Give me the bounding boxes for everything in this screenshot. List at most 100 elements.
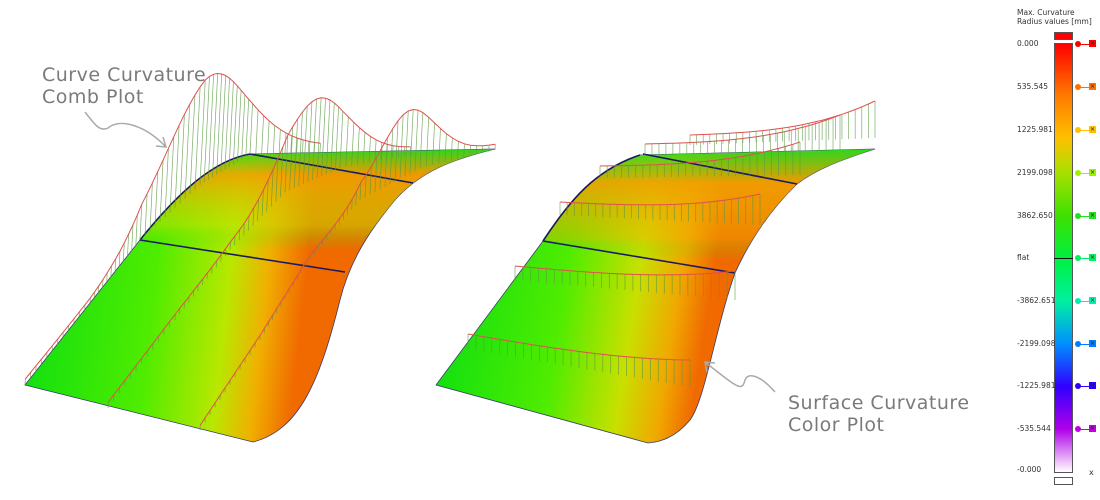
comb-hatch-line — [266, 179, 269, 212]
handle-line — [1080, 300, 1090, 302]
comb-hatch-line — [321, 98, 326, 177]
handle-dot-icon — [1075, 341, 1081, 347]
legend-title: Max. Curvature Radius values [mm] — [1017, 8, 1092, 26]
comb-hatch-line — [339, 111, 344, 169]
right-curvature-combs — [467, 100, 876, 387]
comb-envelope — [599, 141, 801, 167]
comb-hatch-line — [278, 129, 281, 154]
comb-envelope — [199, 108, 496, 426]
comb-envelope — [689, 100, 876, 136]
handle-line — [1080, 257, 1090, 259]
handle-dot-icon — [1075, 383, 1081, 389]
legend-title-line-1: Max. Curvature — [1017, 8, 1075, 17]
legend-value-label: -535.544 — [1017, 424, 1051, 433]
right-iso-edge — [542, 154, 641, 242]
comb-hatch-line — [154, 171, 159, 227]
comb-hatch-line — [194, 86, 201, 190]
handle-remove-icon[interactable]: × — [1089, 425, 1096, 432]
comb-hatch-line — [368, 136, 371, 163]
legend-stop-handle[interactable]: × — [1075, 83, 1100, 91]
comb-hatch-line — [237, 90, 242, 162]
handle-remove-icon[interactable]: × — [1089, 254, 1096, 261]
handle-remove-icon[interactable]: × — [1089, 297, 1096, 304]
comb-hatch-line — [249, 103, 253, 155]
comb-hatch-line — [149, 182, 153, 231]
comb-hatch-line — [355, 191, 357, 206]
handle-remove-icon[interactable]: × — [1089, 382, 1096, 389]
legend-stop-handle[interactable]: × — [1075, 340, 1100, 348]
comb-hatch-line — [432, 122, 435, 166]
left-surface — [24, 72, 496, 443]
comb-hatch-line — [220, 75, 227, 173]
comb-hatch-line — [374, 157, 378, 193]
comb-hatch-line — [243, 222, 245, 236]
legend-stop-handle[interactable]: × — [1075, 297, 1100, 305]
comb-hatch-line — [284, 132, 287, 154]
handle-remove-icon[interactable]: × — [1089, 83, 1096, 90]
left-iso-line-2 — [249, 153, 414, 184]
comb-hatch-line — [351, 199, 353, 211]
comb-hatch-line — [374, 139, 377, 162]
legend-stop-handle[interactable]: × — [1075, 212, 1100, 220]
comb-hatch-line — [247, 215, 250, 231]
comb-hatch-line — [409, 109, 414, 174]
comb-hatch-line — [399, 114, 404, 179]
color-plot-annotation: Surface Curvature Color Plot — [788, 392, 970, 436]
legend-value-label: -3862.651 — [1017, 296, 1056, 305]
handle-remove-icon[interactable]: × — [1089, 126, 1096, 133]
curvature-scene — [24, 72, 876, 444]
handle-remove-icon[interactable]: × — [1089, 169, 1096, 176]
comb-hatch-line — [114, 258, 117, 273]
comb-hatch-line — [261, 115, 264, 154]
handle-remove-icon[interactable]: × — [1089, 40, 1096, 47]
comb-envelope — [24, 72, 321, 380]
comb-hatch-line — [199, 79, 206, 186]
handle-line — [1080, 215, 1090, 217]
comb-hatch-line — [267, 120, 270, 154]
comb-hatch-line — [284, 135, 289, 193]
handle-dot-icon — [1075, 170, 1081, 176]
comb-hatch-line — [255, 109, 259, 154]
comb-hatch-line — [203, 76, 210, 183]
legend-stop-handle[interactable]: × — [1075, 425, 1100, 433]
handle-remove-icon[interactable]: × — [1089, 340, 1096, 347]
legend-bottom-cap[interactable] — [1054, 477, 1073, 485]
comb-hatch-line — [379, 147, 383, 190]
legend-stop-handle[interactable]: × — [1075, 382, 1100, 390]
legend-top-cap[interactable] — [1054, 32, 1073, 40]
comb-hatch-line — [414, 110, 419, 171]
handle-line — [1080, 343, 1090, 345]
right-iso-line-1 — [542, 240, 736, 274]
color-annotation-line-2: Color Plot — [788, 414, 885, 436]
legend-stop-handle[interactable]: × — [1075, 126, 1100, 134]
comb-hatch-line — [275, 158, 279, 202]
legend-stop-handle[interactable]: × — [1075, 40, 1100, 48]
comb-hatch-line — [228, 81, 234, 167]
color-annotation-arrow — [704, 361, 776, 393]
handle-line — [1080, 129, 1090, 131]
legend-title-line-2: Radius values [mm] — [1017, 17, 1092, 26]
comb-hatch-line — [110, 266, 112, 278]
handle-line — [1080, 172, 1090, 174]
comb-hatch-line — [438, 128, 441, 164]
comb-hatch-line — [369, 166, 372, 195]
comb-hatch-line — [293, 118, 298, 189]
legend-end-marker[interactable]: x — [1089, 468, 1094, 477]
comb-envelope — [559, 193, 761, 206]
legend-stop-handle[interactable]: × — [1075, 254, 1100, 262]
comb-hatch-line — [302, 106, 308, 185]
comb-hatch-line — [241, 94, 246, 160]
comb-envelope — [644, 114, 841, 145]
comb-hatch-line — [425, 117, 430, 167]
comb-hatch-line — [270, 169, 274, 207]
comb-hatch-line — [232, 85, 238, 165]
handle-remove-icon[interactable]: × — [1089, 212, 1096, 219]
legend-value-label: -0.000 — [1017, 465, 1042, 474]
legend-stop-handle[interactable]: × — [1075, 169, 1100, 177]
comb-hatch-line — [397, 146, 400, 158]
comb-annotation-arrow — [84, 111, 168, 148]
comb-hatch-line — [272, 125, 276, 154]
left-curvature-combs — [24, 72, 496, 431]
comb-hatch-line — [252, 207, 255, 226]
handle-dot-icon — [1075, 255, 1081, 261]
